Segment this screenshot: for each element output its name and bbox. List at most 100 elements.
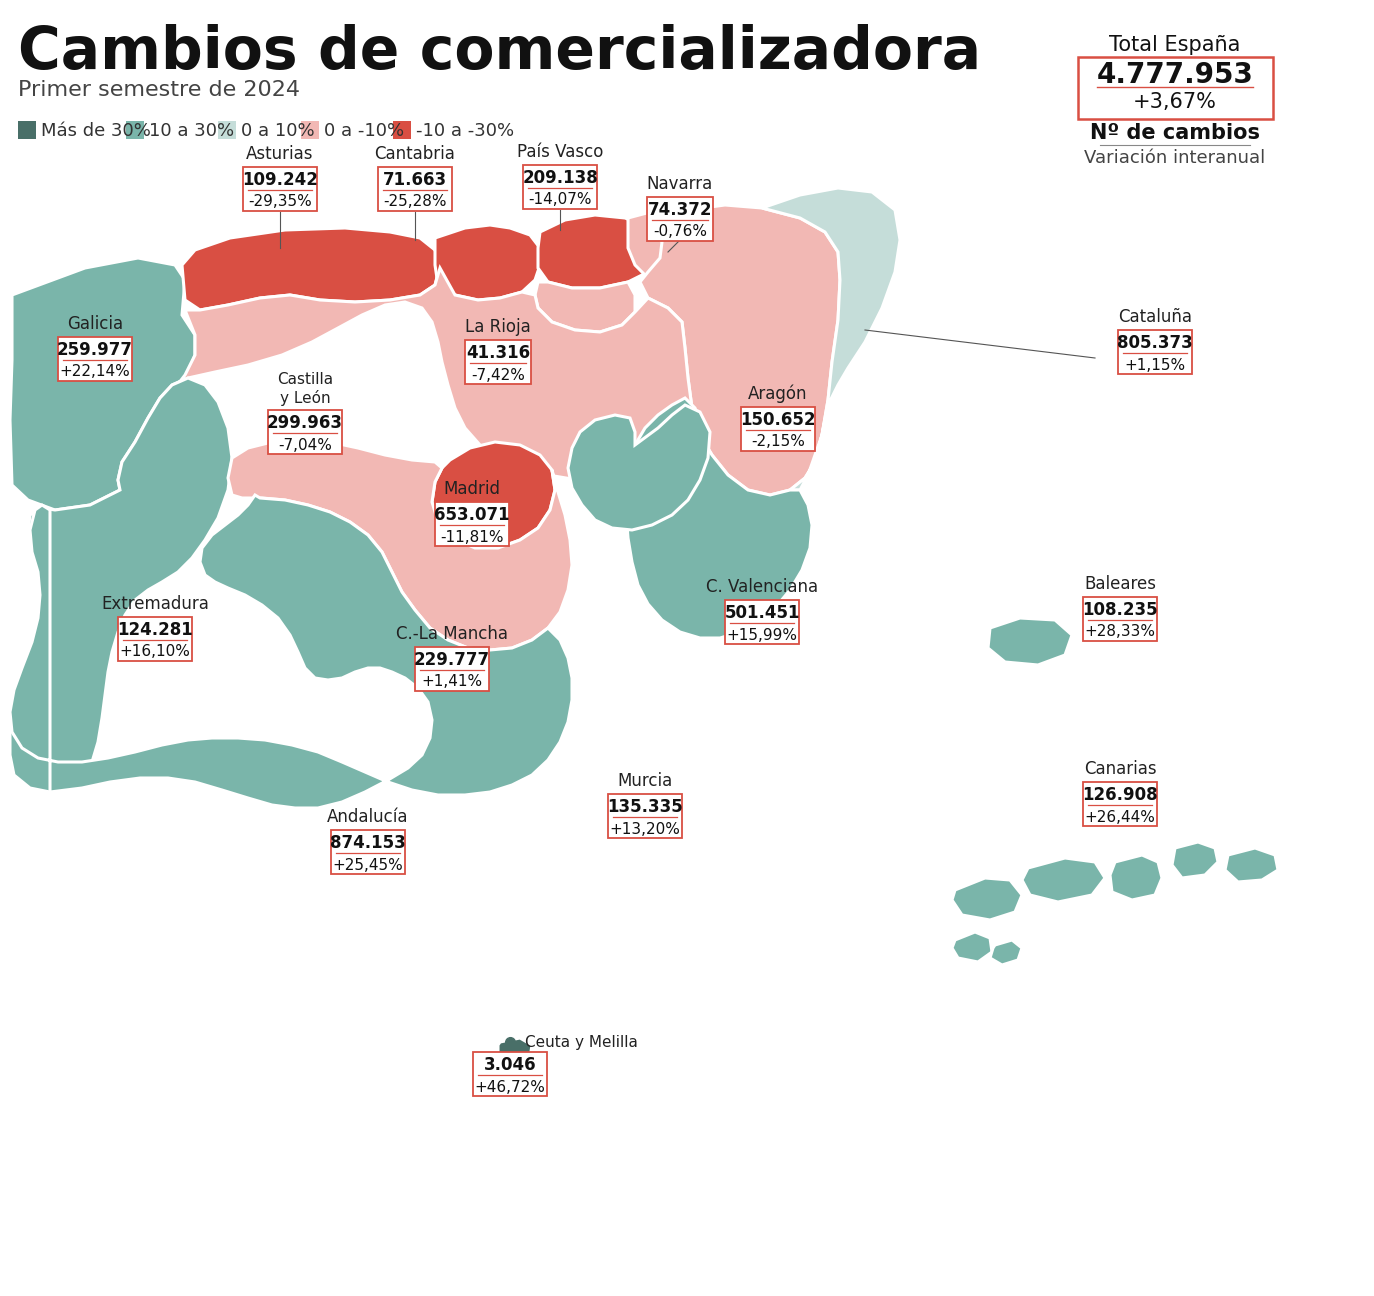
FancyBboxPatch shape: [1083, 597, 1157, 642]
Polygon shape: [991, 940, 1022, 966]
Bar: [393, 121, 411, 139]
Text: Variación interanual: Variación interanual: [1084, 149, 1265, 167]
Polygon shape: [181, 228, 440, 310]
Text: -10 a -30%: -10 a -30%: [415, 122, 514, 140]
FancyBboxPatch shape: [268, 410, 342, 454]
Polygon shape: [534, 283, 635, 332]
Bar: [217, 121, 235, 139]
Text: Madrid: Madrid: [444, 480, 500, 498]
Text: 229.777: 229.777: [414, 651, 491, 669]
Polygon shape: [1110, 855, 1162, 899]
Text: 71.663: 71.663: [383, 171, 447, 189]
Text: -7,04%: -7,04%: [278, 438, 333, 452]
Text: -0,76%: -0,76%: [653, 224, 708, 240]
Polygon shape: [988, 618, 1072, 665]
Text: Murcia: Murcia: [617, 772, 673, 791]
Polygon shape: [10, 378, 232, 792]
Polygon shape: [763, 188, 900, 490]
Text: 10 a 30%: 10 a 30%: [148, 122, 234, 140]
Bar: [18, 121, 36, 139]
FancyBboxPatch shape: [724, 600, 800, 644]
FancyBboxPatch shape: [378, 167, 452, 211]
Polygon shape: [1022, 858, 1105, 902]
FancyBboxPatch shape: [741, 407, 815, 451]
Text: +22,14%: +22,14%: [59, 364, 131, 380]
Polygon shape: [10, 495, 572, 807]
FancyBboxPatch shape: [464, 340, 532, 384]
Polygon shape: [952, 877, 1022, 920]
Polygon shape: [1172, 842, 1217, 877]
Text: 41.316: 41.316: [466, 343, 530, 362]
FancyBboxPatch shape: [1077, 57, 1272, 119]
Polygon shape: [628, 210, 725, 285]
Text: 150.652: 150.652: [741, 411, 816, 429]
Text: Primer semestre de 2024: Primer semestre de 2024: [18, 80, 300, 100]
Text: Nº de cambios: Nº de cambios: [1090, 123, 1260, 143]
Text: 4.777.953: 4.777.953: [1096, 61, 1253, 89]
Text: Más de 30%: Más de 30%: [41, 122, 151, 140]
Text: Baleares: Baleares: [1084, 575, 1156, 594]
Text: Cantabria: Cantabria: [375, 145, 455, 163]
Polygon shape: [625, 398, 812, 638]
Text: Aragón: Aragón: [749, 385, 808, 403]
Text: +13,20%: +13,20%: [610, 822, 680, 836]
Polygon shape: [539, 215, 662, 288]
Text: 259.977: 259.977: [56, 341, 133, 359]
Text: 108.235: 108.235: [1083, 601, 1158, 619]
Text: Galicia: Galicia: [67, 315, 124, 333]
Text: Cataluña: Cataluña: [1118, 308, 1193, 327]
Text: 0 a -10%: 0 a -10%: [324, 122, 404, 140]
Text: +28,33%: +28,33%: [1084, 625, 1156, 639]
Text: +1,15%: +1,15%: [1124, 358, 1186, 372]
Text: 0 a 10%: 0 a 10%: [240, 122, 315, 140]
FancyBboxPatch shape: [647, 197, 713, 241]
Text: La Rioja: La Rioja: [466, 318, 530, 336]
Polygon shape: [640, 205, 840, 495]
Text: 653.071: 653.071: [434, 505, 510, 524]
Text: Andalucía: Andalucía: [327, 807, 408, 826]
FancyBboxPatch shape: [434, 502, 510, 546]
Text: 3.046: 3.046: [484, 1056, 536, 1074]
FancyBboxPatch shape: [1117, 330, 1193, 375]
Text: 124.281: 124.281: [117, 621, 192, 639]
Text: +15,99%: +15,99%: [727, 627, 797, 643]
Text: C.-La Mancha: C.-La Mancha: [396, 625, 508, 643]
Text: Castilla
y León: Castilla y León: [278, 372, 333, 406]
Text: +46,72%: +46,72%: [474, 1080, 545, 1095]
Bar: [126, 121, 144, 139]
Polygon shape: [952, 932, 992, 962]
Text: País Vasco: País Vasco: [517, 143, 603, 161]
Polygon shape: [431, 442, 555, 548]
Text: +25,45%: +25,45%: [333, 858, 404, 872]
Text: 209.138: 209.138: [522, 168, 598, 187]
Text: -11,81%: -11,81%: [440, 530, 504, 544]
FancyBboxPatch shape: [58, 337, 132, 381]
Text: Asturias: Asturias: [246, 145, 313, 163]
Polygon shape: [118, 268, 692, 490]
Text: Canarias: Canarias: [1084, 759, 1157, 778]
Polygon shape: [10, 258, 195, 511]
Text: +16,10%: +16,10%: [120, 644, 191, 660]
Text: 874.153: 874.153: [330, 835, 405, 851]
Text: -7,42%: -7,42%: [471, 368, 525, 382]
FancyBboxPatch shape: [118, 617, 192, 661]
Text: +1,41%: +1,41%: [422, 674, 482, 689]
Polygon shape: [567, 404, 710, 530]
Text: +26,44%: +26,44%: [1084, 810, 1156, 824]
Text: -14,07%: -14,07%: [528, 193, 592, 207]
FancyBboxPatch shape: [607, 794, 683, 839]
Text: 74.372: 74.372: [647, 201, 712, 219]
FancyBboxPatch shape: [331, 829, 405, 874]
Text: -29,35%: -29,35%: [249, 194, 312, 210]
Text: 126.908: 126.908: [1083, 785, 1158, 804]
Text: +3,67%: +3,67%: [1134, 92, 1217, 111]
FancyBboxPatch shape: [1083, 781, 1157, 826]
Text: Cambios de comercializadora: Cambios de comercializadora: [18, 23, 981, 80]
Polygon shape: [436, 226, 540, 299]
Text: 135.335: 135.335: [607, 798, 683, 816]
Text: Navarra: Navarra: [647, 175, 713, 193]
FancyBboxPatch shape: [473, 1052, 547, 1096]
Text: Ceuta y Melilla: Ceuta y Melilla: [525, 1034, 638, 1050]
Text: 805.373: 805.373: [1117, 334, 1193, 353]
Bar: [301, 121, 319, 139]
